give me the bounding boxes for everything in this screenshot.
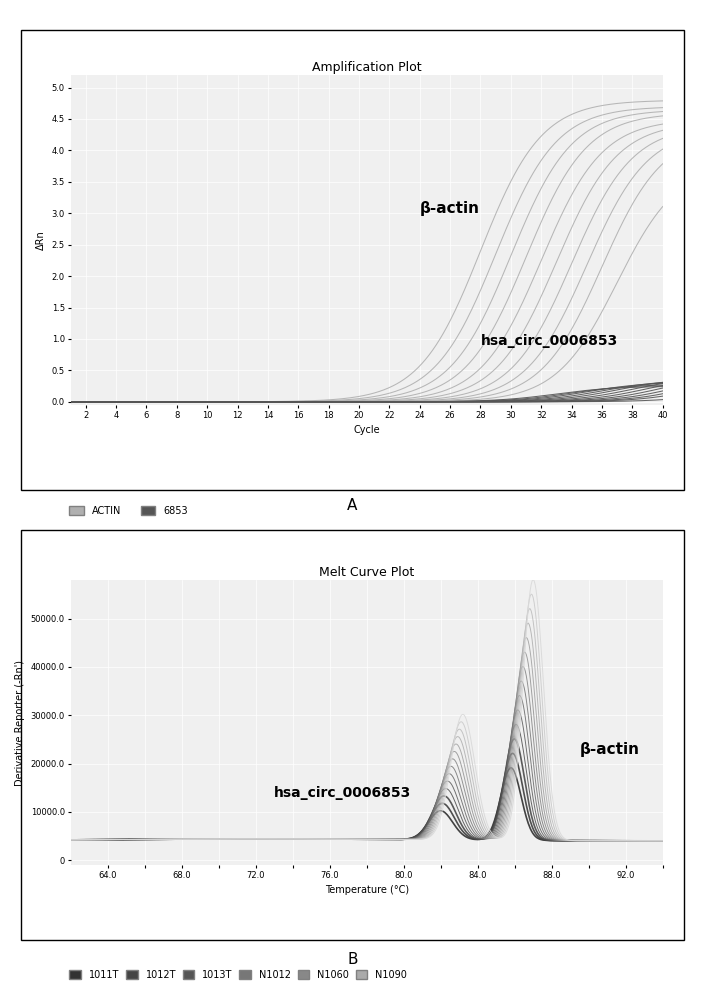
Text: hsa_circ_0006853: hsa_circ_0006853 [274, 786, 411, 800]
Text: B: B [348, 952, 357, 968]
Text: hsa_circ_0006853: hsa_circ_0006853 [481, 334, 618, 348]
Title: Amplification Plot: Amplification Plot [312, 61, 422, 74]
X-axis label: Cycle: Cycle [353, 425, 380, 435]
Text: A: A [348, 498, 357, 514]
Legend: 1011T, 1012T, 1013T, N1012, N1060, N1090: 1011T, 1012T, 1013T, N1012, N1060, N1090 [69, 970, 407, 980]
Y-axis label: ΔRn: ΔRn [36, 230, 46, 250]
Text: β-actin: β-actin [419, 201, 479, 216]
Text: β-actin: β-actin [580, 742, 639, 757]
Title: Melt Curve Plot: Melt Curve Plot [319, 566, 415, 579]
Y-axis label: Derivative Reporter (-Rn'): Derivative Reporter (-Rn') [15, 660, 25, 786]
X-axis label: Temperature (°C): Temperature (°C) [324, 885, 409, 895]
Legend: ACTIN, 6853: ACTIN, 6853 [69, 506, 188, 516]
